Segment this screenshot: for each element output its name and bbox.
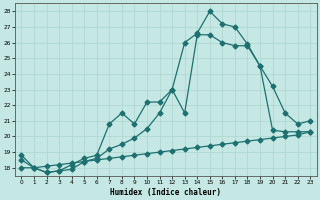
X-axis label: Humidex (Indice chaleur): Humidex (Indice chaleur) xyxy=(110,188,221,197)
